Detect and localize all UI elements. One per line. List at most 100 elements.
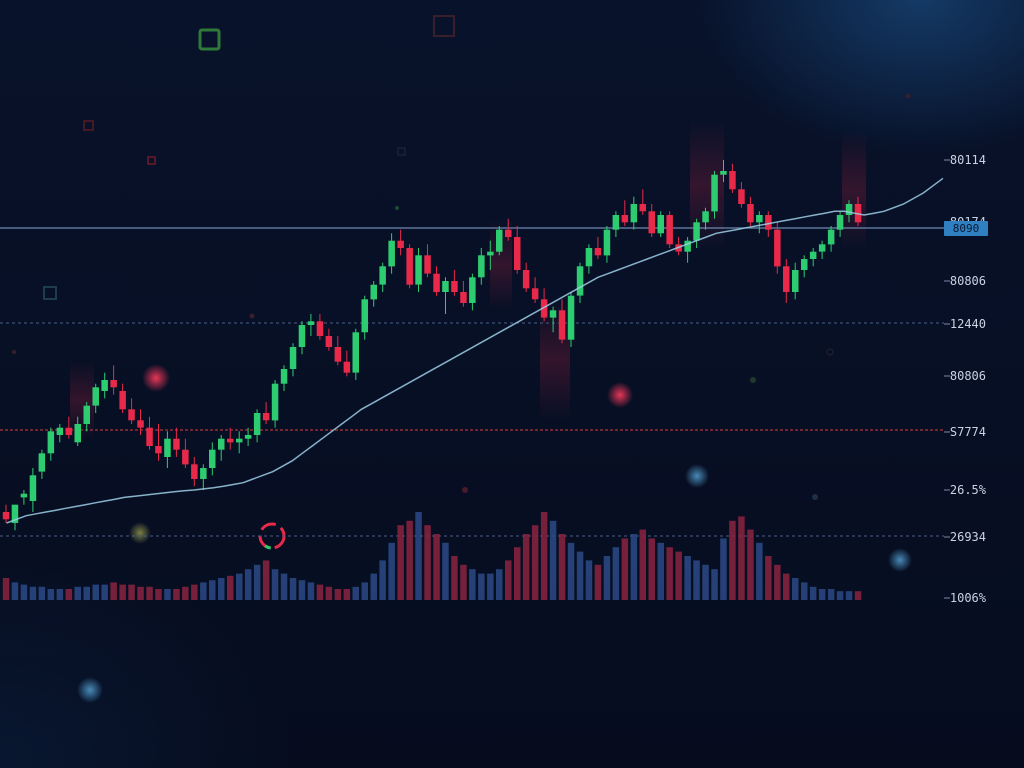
candle-body (549, 310, 557, 318)
candle-bullish (218, 435, 225, 461)
candle-bearish (531, 277, 539, 303)
volume-bar (442, 542, 449, 600)
volume-bar (56, 589, 64, 600)
candle-bullish (836, 211, 844, 237)
candle-bullish (442, 277, 449, 314)
volume-bar (818, 589, 826, 600)
candle-bullish (567, 292, 575, 347)
candle-body (146, 427, 153, 446)
volume-bar (65, 589, 73, 600)
candle-bearish (783, 259, 790, 303)
volume-bar (765, 556, 772, 600)
price-axis-label: S7774 (950, 425, 986, 439)
candle-bearish (774, 222, 781, 274)
candle-body (594, 248, 602, 256)
candle-body (496, 229, 503, 252)
volume-bar (20, 584, 28, 600)
volume-bar (244, 569, 252, 600)
candle-bullish (818, 240, 826, 259)
current-price-badge[interactable]: 8090 (944, 221, 988, 236)
candle-body (298, 325, 306, 347)
volume-bar (603, 556, 611, 600)
volume-bar (182, 586, 189, 600)
glow-dot-blue (685, 464, 709, 488)
volume-bar (576, 551, 584, 600)
candle-body (307, 321, 315, 325)
candle-body (657, 215, 664, 234)
candle-bearish (594, 237, 602, 259)
candle-body (424, 255, 431, 274)
candle-body (442, 281, 449, 292)
volume-bar (38, 586, 46, 600)
candle-bearish (137, 409, 144, 435)
volume-bar (110, 582, 117, 600)
volume-bar (379, 560, 386, 600)
volume-bar (845, 591, 853, 600)
deco-square-teal (43, 286, 57, 300)
candle-bullish (478, 248, 485, 285)
candle-body (451, 281, 458, 292)
candle-body (173, 438, 180, 450)
candle-bearish (173, 427, 180, 457)
candle-bearish (540, 288, 548, 322)
candle-body (415, 255, 422, 285)
volume-bar (594, 564, 602, 600)
volume-bar (648, 538, 655, 600)
candle-bullish (164, 431, 171, 468)
candle-body (738, 189, 745, 204)
volume-bar (218, 578, 225, 600)
volume-bar (236, 573, 243, 600)
candle-bullish (253, 409, 261, 443)
candle-bearish (155, 424, 162, 461)
candle-bullish (845, 200, 853, 223)
candle-bullish (370, 281, 377, 307)
moving-average-line (6, 177, 944, 524)
glow-dot-blue-2 (888, 548, 912, 572)
price-axis-label: 26.5% (950, 483, 987, 497)
candle-body (514, 237, 521, 270)
volume-bar (531, 525, 539, 600)
candle-bullish (289, 343, 297, 377)
candle-body (729, 171, 736, 190)
volume-bar (496, 569, 503, 600)
candle-body (101, 380, 108, 391)
glow-column (490, 220, 512, 310)
candle-body (289, 347, 297, 369)
candle-bullish (92, 383, 99, 413)
particle (249, 313, 255, 319)
volume-bar (119, 584, 126, 600)
particle (905, 93, 911, 99)
candle-body (469, 277, 476, 303)
candle-body (621, 215, 629, 223)
candle-body (191, 464, 198, 479)
glow-column (842, 130, 866, 250)
candle-bearish (397, 229, 404, 256)
volume-bar (836, 591, 844, 600)
volume-bar (370, 573, 377, 600)
price-axis-label: 12440 (950, 317, 986, 331)
candle-body (83, 405, 90, 424)
volume-bar (227, 575, 234, 600)
candle-bullish (630, 196, 638, 230)
volume-bar (191, 584, 198, 600)
volume-bar (298, 580, 306, 600)
candle-body (200, 468, 207, 479)
volume-bar (854, 591, 862, 600)
candle-bullish (388, 233, 395, 274)
candle-bullish (74, 416, 81, 446)
candle-body (558, 310, 566, 340)
deco-square-green (198, 28, 221, 51)
glow-dot-yellow (129, 522, 151, 544)
candle-bullish (549, 306, 557, 333)
candle-body (65, 427, 73, 435)
candle-bullish (244, 427, 252, 446)
candle-body (110, 380, 117, 388)
volume-bar (711, 569, 718, 600)
candle-body (218, 438, 225, 450)
candle-body (765, 215, 772, 230)
candle-bearish (406, 244, 413, 289)
candle-bullish (792, 262, 799, 300)
volume-bar (92, 584, 99, 600)
